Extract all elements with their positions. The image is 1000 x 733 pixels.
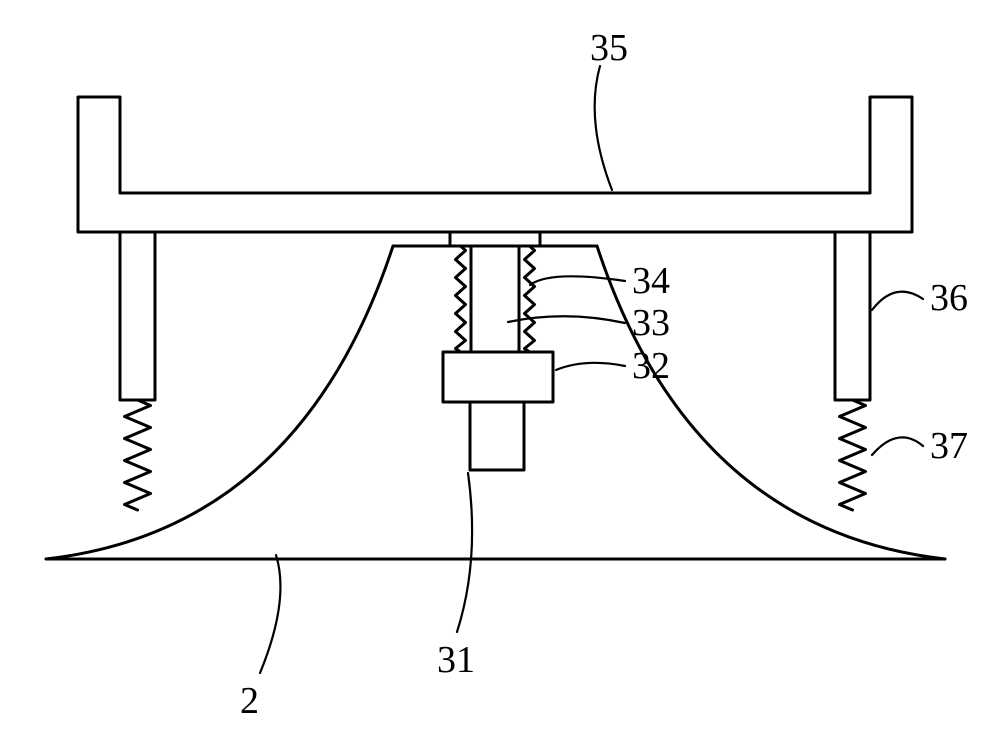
label-35: 35 — [590, 27, 628, 69]
label-33: 33 — [632, 302, 670, 344]
label-32: 32 — [632, 345, 670, 387]
label-31: 31 — [437, 639, 475, 681]
label-2: 2 — [240, 680, 259, 722]
label-37: 37 — [930, 425, 968, 467]
canvas-background — [0, 0, 1000, 733]
label-36: 36 — [930, 277, 968, 319]
label-34: 34 — [632, 260, 670, 302]
